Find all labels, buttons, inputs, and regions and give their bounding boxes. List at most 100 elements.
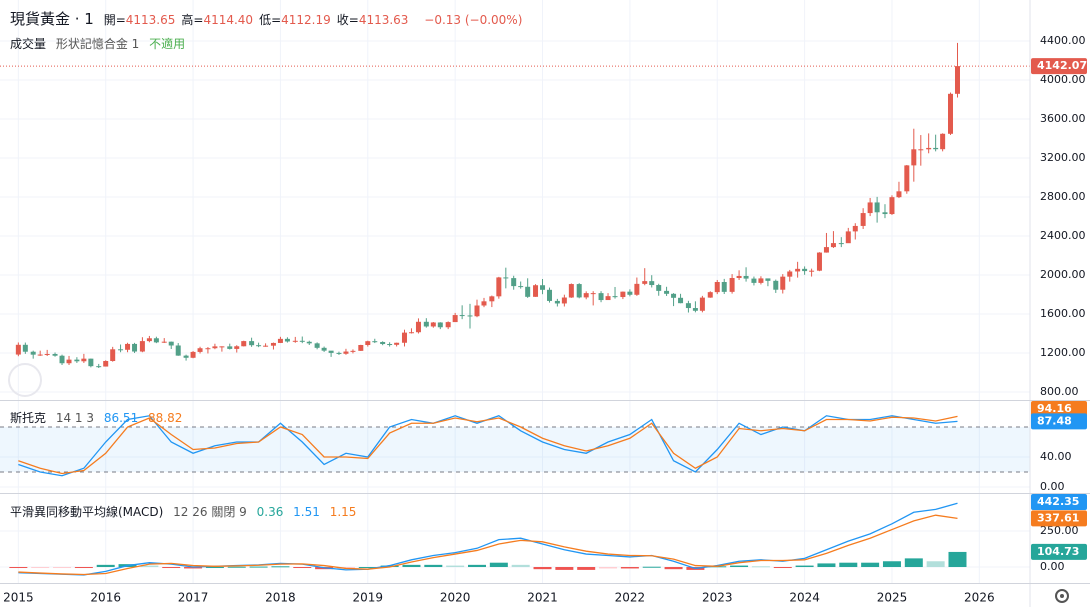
- candle-body: [664, 290, 670, 294]
- y-tick-label: 0.00: [1040, 560, 1065, 573]
- logo: [8, 363, 42, 397]
- settings-icon-center: [1060, 594, 1064, 598]
- ohlc-label: 高=: [181, 13, 204, 27]
- candle-body: [590, 293, 596, 295]
- stoch-pane: [0, 415, 1030, 477]
- candle-body: [30, 351, 36, 355]
- candle-body: [59, 355, 65, 364]
- candle-body: [642, 281, 648, 284]
- histogram-last-label-bg: [1031, 543, 1087, 560]
- candle-body: [802, 268, 808, 272]
- candle-body: [765, 278, 771, 281]
- candle-body: [387, 344, 393, 346]
- candle-body: [139, 341, 145, 352]
- volume-legend: 成交量 形状記憶合金 1 不適用: [10, 35, 191, 52]
- candle-body: [314, 343, 320, 348]
- candle-body: [503, 277, 509, 279]
- volume-label: 成交量: [10, 37, 47, 51]
- candle-body: [809, 270, 815, 272]
- candle-body: [736, 275, 742, 279]
- candle-body: [299, 340, 305, 342]
- stoch-band: [0, 427, 1030, 473]
- candle-body: [612, 296, 618, 298]
- candle-body: [540, 285, 546, 290]
- ohlc-label: 收=: [336, 13, 359, 27]
- candle-body: [372, 341, 378, 343]
- series-last-label-bg: [1031, 494, 1087, 510]
- candle-body: [634, 283, 640, 295]
- y-tick-label: 3200.00: [1040, 151, 1086, 164]
- candle-body: [714, 282, 720, 293]
- candle-body: [627, 291, 633, 295]
- candle-body: [241, 341, 247, 347]
- ohlc-value: 4112.19: [281, 13, 331, 27]
- candle-body: [481, 301, 487, 306]
- candle-body: [183, 355, 189, 358]
- candle-body: [699, 297, 705, 311]
- candle-body: [277, 338, 283, 343]
- y-tick-label: 250.00: [1040, 524, 1079, 537]
- macd-title: 平滑異同移動平均線(MACD): [10, 505, 164, 519]
- candle-body: [889, 197, 895, 215]
- candle-body: [787, 271, 793, 277]
- candle-body: [904, 165, 910, 192]
- candle-body: [52, 353, 58, 356]
- macd-pane: [9, 502, 967, 576]
- candle-body: [256, 345, 262, 347]
- candle-body: [743, 275, 749, 279]
- macd-params: 12 26 關閉 9: [173, 505, 247, 519]
- candle-body: [911, 149, 917, 166]
- candle-body: [74, 359, 80, 362]
- histogram-bar: [511, 564, 530, 568]
- candle-body: [867, 202, 873, 214]
- candle-body: [37, 354, 43, 356]
- candle-body: [350, 350, 356, 352]
- candle-body: [125, 343, 131, 350]
- candle-body: [554, 300, 560, 304]
- candle-body: [918, 149, 924, 151]
- candle-body: [401, 332, 407, 343]
- histogram-bar: [402, 564, 421, 568]
- histogram-bar: [555, 567, 574, 570]
- grid: [0, 0, 1030, 583]
- histogram-bar: [577, 567, 596, 570]
- price-pane: [0, 42, 1030, 369]
- candle-body: [721, 282, 727, 292]
- stoch-params: 14 1 3: [55, 411, 95, 425]
- y-tick-label: 2000.00: [1040, 268, 1086, 281]
- candle-body: [161, 341, 167, 343]
- candle-body: [845, 231, 851, 244]
- histogram-bar: [31, 567, 50, 569]
- histogram-bar: [249, 566, 268, 568]
- stoch-d-value: 88.82: [148, 411, 183, 425]
- candle-body: [96, 366, 102, 368]
- candle-body: [437, 322, 443, 328]
- candle-body: [816, 252, 822, 271]
- macd-signal-value: 1.15: [329, 505, 357, 519]
- candle-body: [605, 296, 611, 301]
- y-tick-label: 2400.00: [1040, 229, 1086, 242]
- candle-body: [212, 346, 218, 349]
- settings-icon[interactable]: [1055, 589, 1069, 603]
- x-tick-label: 2015: [3, 591, 34, 605]
- candle-body: [511, 278, 517, 287]
- candle-body: [321, 347, 327, 351]
- ohlc-label: 低=: [259, 13, 282, 27]
- histogram-bar: [74, 567, 93, 569]
- candle-body: [525, 286, 531, 297]
- candle-body: [190, 351, 196, 358]
- candle-body: [649, 281, 655, 286]
- candle-body: [823, 247, 829, 253]
- histogram-last-label: 104.73: [1037, 545, 1079, 558]
- candle-body: [394, 342, 400, 345]
- candle-body: [685, 303, 691, 309]
- candle-body: [933, 147, 939, 150]
- candle-body: [132, 343, 138, 352]
- histogram-bar: [642, 566, 661, 568]
- x-tick-label: 2020: [440, 591, 471, 605]
- macd-legend: 平滑異同移動平均線(MACD) 12 26 關閉 9 0.36 1.51 1.1…: [10, 503, 362, 520]
- series-last-label-bg: [1031, 401, 1087, 417]
- histogram-bar: [271, 566, 290, 568]
